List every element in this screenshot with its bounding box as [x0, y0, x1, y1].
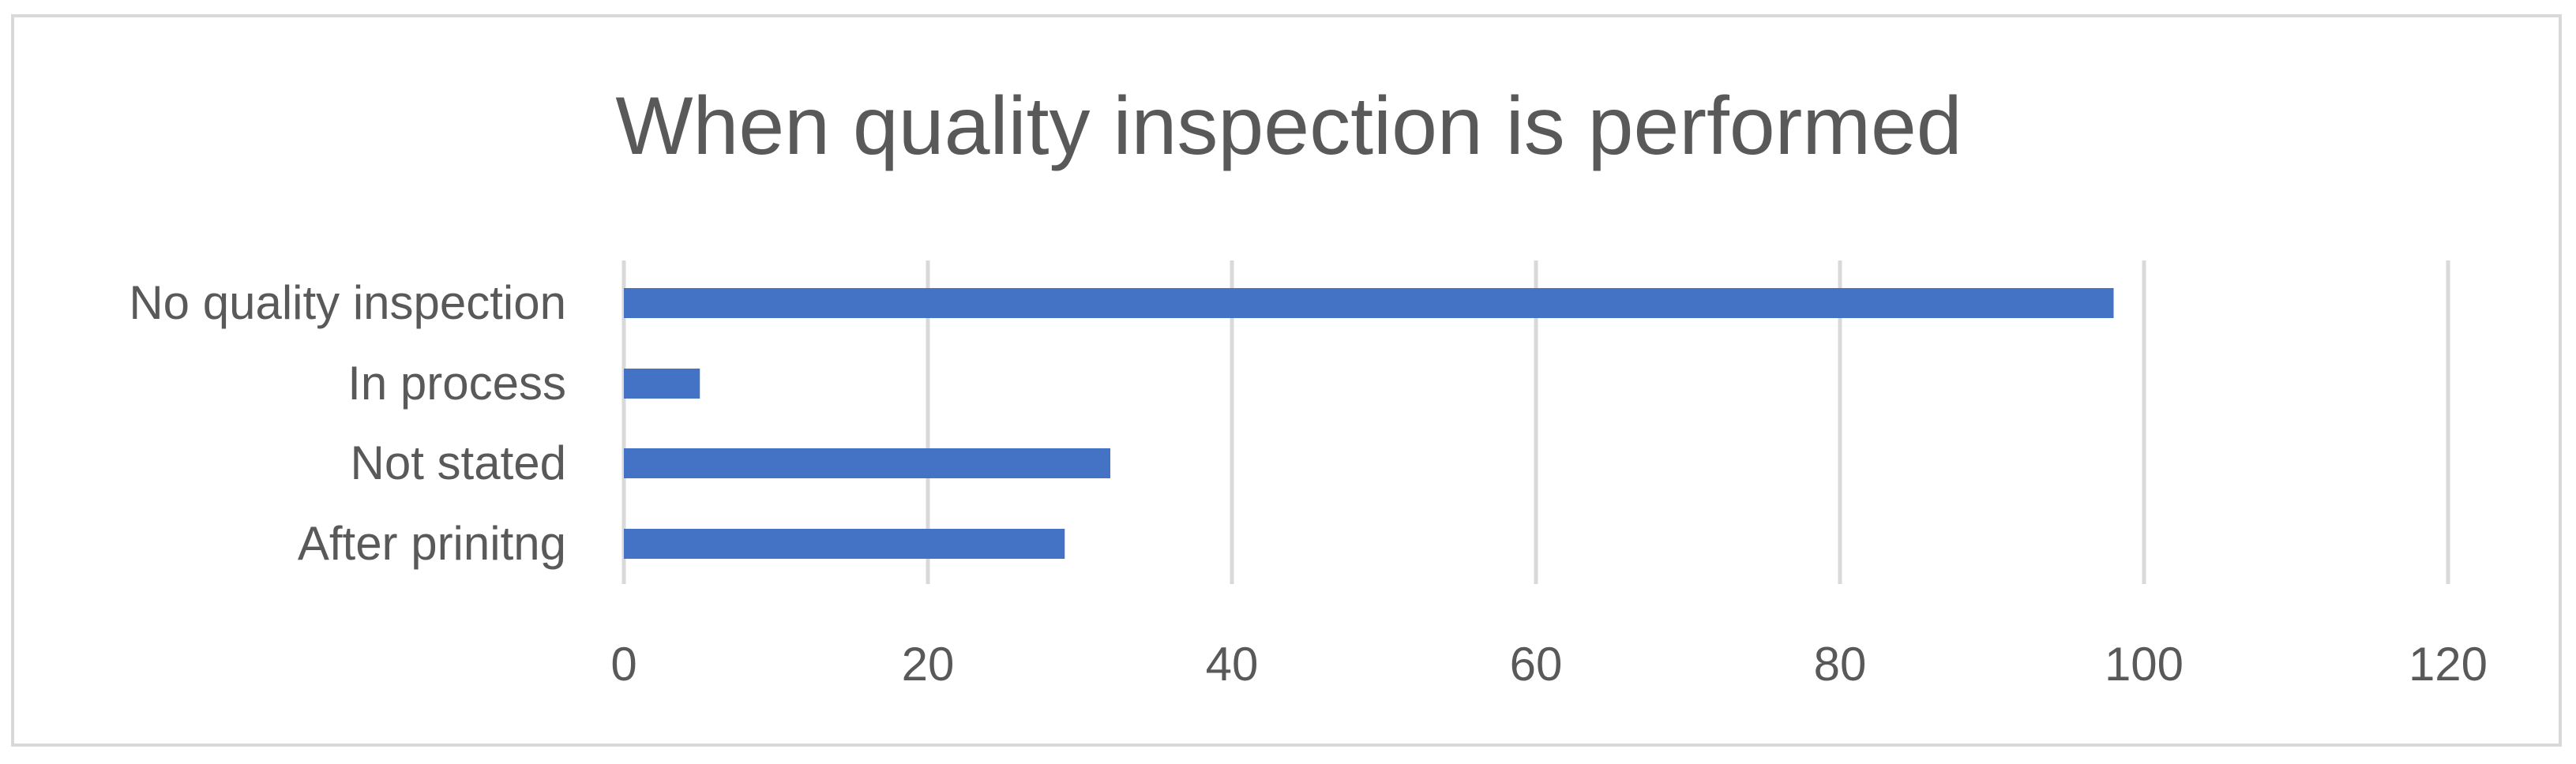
x-tick-label: 0 [610, 638, 636, 691]
x-tick-label: 120 [2409, 638, 2488, 691]
bars [624, 288, 2114, 559]
x-tick-label: 100 [2105, 638, 2184, 691]
chart-title: When quality inspection is performed [615, 81, 1962, 172]
bar [624, 288, 2114, 318]
x-tick-label: 40 [1206, 638, 1259, 691]
x-tick-label: 60 [1510, 638, 1563, 691]
x-tick-label: 80 [1814, 638, 1867, 691]
bar [624, 448, 1110, 478]
x-axis-tick-labels: 0 20 40 60 80 100 120 [610, 638, 2488, 691]
x-tick-label: 20 [902, 638, 955, 691]
bar [624, 369, 700, 399]
category-label: In process [347, 357, 566, 410]
category-label: No quality inspection [129, 276, 566, 329]
category-labels: No quality inspection In process Not state… [129, 276, 566, 570]
chart-frame [11, 14, 2562, 747]
bar [624, 529, 1065, 559]
category-label: After prinitng [298, 517, 566, 570]
category-label: Not stated [351, 436, 567, 489]
